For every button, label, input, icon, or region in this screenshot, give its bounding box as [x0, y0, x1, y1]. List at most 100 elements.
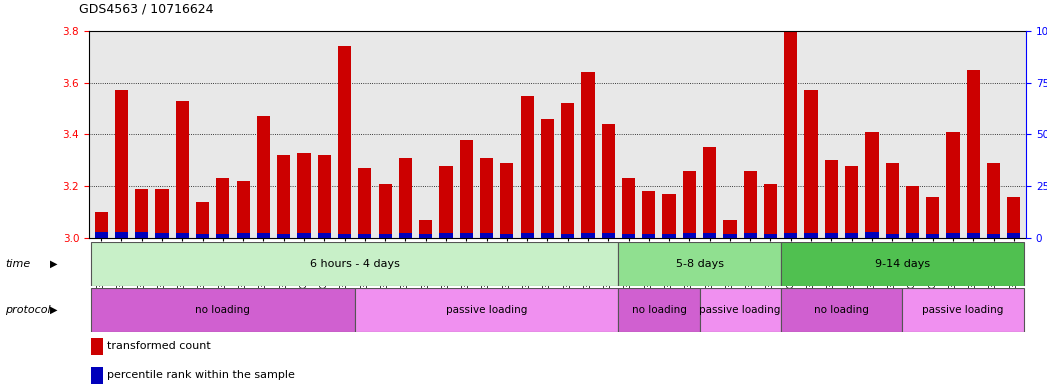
Text: GDS4563 / 10716624: GDS4563 / 10716624 [79, 2, 213, 15]
Bar [886, 234, 898, 238]
Bar [500, 163, 513, 238]
Bar [358, 168, 372, 238]
Bar [906, 233, 919, 238]
Bar [317, 155, 331, 238]
Bar [622, 234, 636, 238]
Bar [845, 166, 859, 238]
Bar [946, 132, 960, 238]
Bar [338, 234, 351, 238]
Bar [865, 232, 878, 238]
Bar [903, 288, 1024, 332]
Text: 6 hours - 4 days: 6 hours - 4 days [310, 259, 400, 269]
Bar [743, 171, 757, 238]
Text: transformed count: transformed count [108, 341, 211, 351]
Bar [297, 233, 311, 238]
Bar [480, 233, 493, 238]
Bar [176, 101, 188, 238]
Bar [927, 234, 939, 238]
Bar [297, 152, 311, 238]
Bar [176, 233, 188, 238]
Bar [155, 233, 169, 238]
Bar [135, 232, 149, 238]
Text: passive loading: passive loading [922, 305, 1004, 315]
Bar [784, 233, 798, 238]
Bar [440, 233, 452, 238]
Bar [155, 189, 169, 238]
Bar [115, 90, 128, 238]
Bar [845, 233, 859, 238]
Bar [865, 132, 878, 238]
Text: no loading: no loading [196, 305, 250, 315]
Bar [419, 234, 432, 238]
Bar [781, 242, 1024, 286]
Bar [906, 186, 919, 238]
Bar [927, 197, 939, 238]
Bar [460, 233, 473, 238]
Bar [91, 242, 619, 286]
Bar [804, 233, 818, 238]
Bar [277, 234, 290, 238]
Bar [987, 163, 1000, 238]
Bar [723, 220, 736, 238]
Bar [237, 233, 250, 238]
Bar [699, 288, 781, 332]
Bar [520, 233, 534, 238]
Bar [581, 72, 595, 238]
Text: 9-14 days: 9-14 days [875, 259, 930, 269]
Bar [541, 233, 554, 238]
Bar [379, 184, 392, 238]
Bar [277, 155, 290, 238]
Bar [663, 234, 675, 238]
Bar [825, 233, 838, 238]
Bar [91, 338, 104, 355]
Bar [379, 234, 392, 238]
Bar [500, 234, 513, 238]
Bar [784, 31, 798, 238]
Text: passive loading: passive loading [699, 305, 781, 315]
Text: protocol: protocol [5, 305, 51, 315]
Text: ▶: ▶ [50, 305, 58, 315]
Bar [399, 233, 413, 238]
Bar [561, 103, 574, 238]
Bar [91, 288, 355, 332]
Text: 5-8 days: 5-8 days [675, 259, 723, 269]
Bar [581, 233, 595, 238]
Bar [619, 242, 781, 286]
Bar [825, 161, 838, 238]
Bar [946, 233, 960, 238]
Bar [541, 119, 554, 238]
Bar [764, 184, 777, 238]
Bar [619, 288, 699, 332]
Bar [663, 194, 675, 238]
Bar [781, 288, 903, 332]
Bar [257, 116, 270, 238]
Bar [115, 232, 128, 238]
Bar [440, 166, 452, 238]
Bar [703, 147, 716, 238]
Bar [358, 234, 372, 238]
Bar [987, 234, 1000, 238]
Bar [237, 181, 250, 238]
Bar [419, 220, 432, 238]
Bar [460, 140, 473, 238]
Bar [94, 212, 108, 238]
Bar [966, 70, 980, 238]
Bar [743, 233, 757, 238]
Bar [1007, 197, 1021, 238]
Bar [217, 234, 229, 238]
Bar [217, 179, 229, 238]
Bar [723, 234, 736, 238]
Text: percentile rank within the sample: percentile rank within the sample [108, 370, 295, 381]
Bar [703, 233, 716, 238]
Bar [602, 124, 615, 238]
Bar [520, 96, 534, 238]
Bar [480, 158, 493, 238]
Bar [642, 192, 655, 238]
Bar [764, 234, 777, 238]
Bar [1007, 233, 1021, 238]
Bar [683, 171, 696, 238]
Bar [257, 233, 270, 238]
Bar [91, 367, 104, 384]
Bar [966, 233, 980, 238]
Text: ▶: ▶ [50, 259, 58, 269]
